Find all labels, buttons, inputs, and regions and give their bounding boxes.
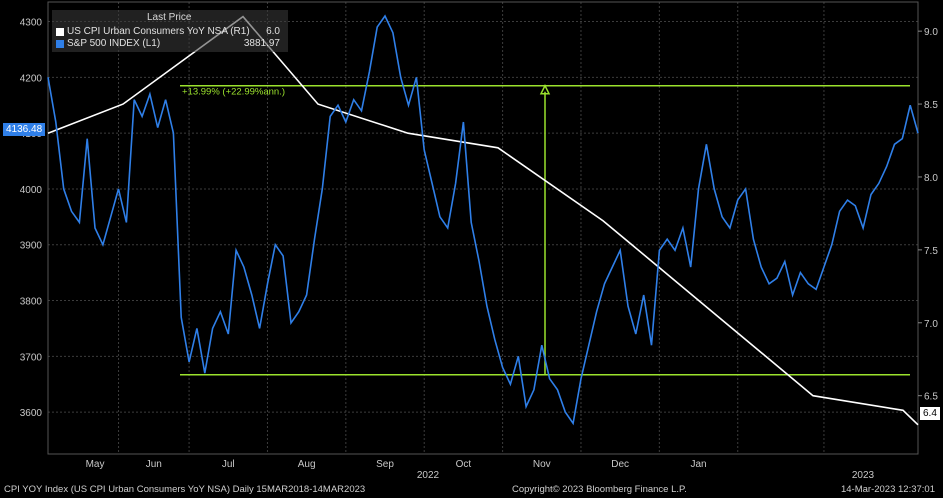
footer-security: CPI YOY Index (US CPI Urban Consumers Yo… [4, 484, 366, 495]
left-tick-label: 3600 [20, 408, 43, 419]
legend-label-spx: S&P 500 INDEX (L1) [67, 38, 161, 49]
left-tick-label: 4200 [20, 73, 43, 84]
x-tick-label: Jun [146, 459, 162, 470]
right-tick-label: 8.5 [924, 100, 938, 111]
legend-item-cpi: US CPI Urban Consumers YoY NSA (R1) 6.0 [56, 26, 280, 38]
legend-label-cpi: US CPI Urban Consumers YoY NSA (R1) [67, 26, 250, 37]
legend-header: Last Price [147, 12, 192, 23]
x-tick-label: Nov [533, 459, 551, 470]
grid-lines [48, 2, 918, 454]
annotation-arrow [539, 84, 551, 95]
x-tick-label: May [86, 459, 105, 470]
footer: CPI YOY Index (US CPI Urban Consumers Yo… [0, 482, 943, 498]
left-tick-label: 4300 [20, 18, 43, 29]
legend-value-cpi: 6.0 [266, 26, 280, 37]
right-tick-label: 9.0 [924, 27, 938, 38]
year-label: 2023 [852, 470, 875, 481]
legend-swatch-spx [56, 40, 64, 48]
x-tick-label: Sep [376, 459, 394, 470]
last-price-tag-spx: 4136.48 [3, 123, 46, 136]
axis-ticks: 430042004100400039003800370036009.08.58.… [20, 18, 939, 481]
year-label: 2022 [417, 470, 440, 481]
legend-item-spx: S&P 500 INDEX (L1) 3881.97 [56, 38, 280, 50]
annotation-label: +13.99% (+22.99%ann.) [182, 87, 285, 98]
footer-copyright: Copyright© 2023 Bloomberg Finance L.P. [512, 484, 687, 495]
right-tick-label: 8.0 [924, 173, 938, 184]
legend-value-spx: 3881.97 [243, 38, 280, 49]
right-tick-label: 6.5 [924, 392, 938, 403]
gain-annotation: +13.99% (+22.99%ann.) [180, 84, 910, 376]
left-tick-label: 3900 [20, 241, 43, 252]
x-tick-label: Aug [298, 459, 316, 470]
series-line-spx [47, 14, 919, 426]
right-tick-label: 7.5 [924, 246, 938, 257]
right-tick-label: 7.0 [924, 319, 938, 330]
series-lines [47, 14, 919, 426]
plot-border [47, 1, 919, 455]
x-tick-label: Oct [456, 459, 472, 470]
x-tick-label: Jan [690, 459, 706, 470]
x-tick-label: Dec [611, 459, 629, 470]
series-line-cpi [47, 15, 919, 426]
legend-swatch-cpi [56, 28, 64, 36]
left-tick-label: 4000 [20, 185, 43, 196]
footer-timestamp: 14-Mar-2023 12:37:01 [840, 484, 935, 495]
last-price-tag-cpi: 6.4 [920, 407, 940, 420]
legend: Last Price US CPI Urban Consumers YoY NS… [52, 10, 288, 52]
x-tick-label: Jul [222, 459, 235, 470]
left-tick-label: 3800 [20, 297, 43, 308]
left-tick-label: 3700 [20, 352, 43, 363]
